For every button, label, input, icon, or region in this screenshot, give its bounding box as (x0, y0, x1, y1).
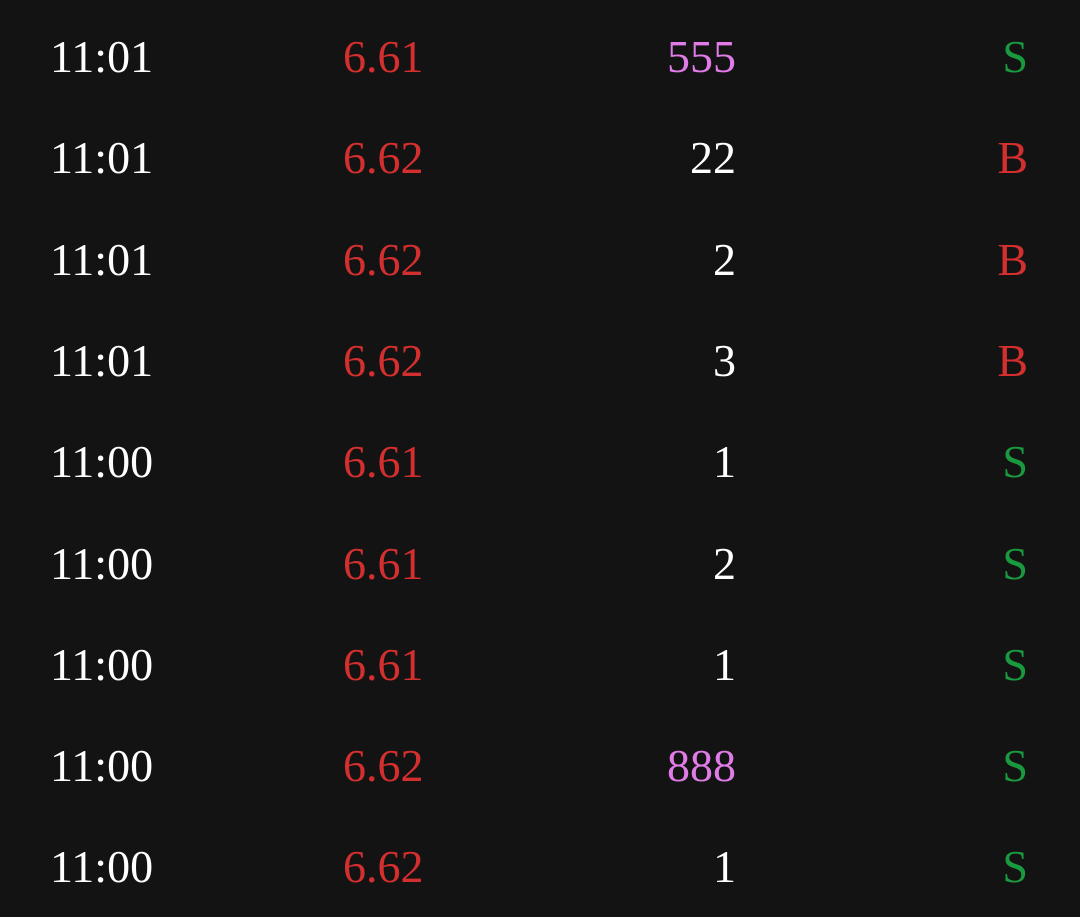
trade-volume: 1 (713, 638, 736, 690)
trade-row: 11:01 6.62 22 B (0, 107, 1080, 208)
trade-volume: 22 (690, 132, 736, 184)
trade-side: S (1002, 31, 1028, 82)
trade-volume: 1 (713, 841, 736, 893)
trade-time: 11:00 (50, 740, 154, 792)
trade-side: B (997, 334, 1028, 386)
trade-time: 11:00 (50, 841, 154, 893)
trade-volume: 1 (713, 436, 736, 488)
trade-row: 11:01 6.62 3 B (0, 310, 1080, 411)
trade-side: S (1002, 537, 1028, 589)
trade-time: 11:01 (50, 31, 154, 82)
trade-time: 11:01 (50, 334, 154, 386)
trade-time: 11:00 (50, 537, 154, 589)
trade-price: 6.62 (343, 841, 424, 893)
trade-price: 6.61 (343, 436, 424, 488)
trade-side: S (1002, 740, 1028, 792)
trade-row: 11:01 6.61 555 S (0, 6, 1080, 107)
trade-price: 6.61 (343, 31, 424, 82)
trade-price: 6.62 (343, 334, 424, 386)
trade-row: 11:00 6.62 1 S (0, 816, 1080, 917)
trade-side: S (1002, 638, 1028, 690)
trade-row: 11:00 6.61 2 S (0, 513, 1080, 614)
trade-price: 6.62 (343, 132, 424, 184)
trade-time: 11:00 (50, 638, 154, 690)
trade-side: S (1002, 436, 1028, 488)
trade-row: 11:00 6.61 1 S (0, 411, 1080, 512)
trade-time: 11:01 (50, 132, 154, 184)
trade-side: S (1002, 841, 1028, 893)
trade-volume: 888 (667, 740, 736, 792)
trade-volume: 3 (713, 334, 736, 386)
trade-volume: 2 (713, 233, 736, 285)
trade-price: 6.61 (343, 638, 424, 690)
trade-volume: 2 (713, 537, 736, 589)
trade-row: 11:00 6.61 1 S (0, 614, 1080, 715)
trade-side: B (997, 233, 1028, 285)
trade-volume: 555 (667, 31, 736, 82)
trade-time: 11:01 (50, 233, 154, 285)
trade-time: 11:00 (50, 436, 154, 488)
trade-row: 11:01 6.62 2 B (0, 209, 1080, 310)
trade-price: 6.62 (343, 233, 424, 285)
trade-price: 6.62 (343, 740, 424, 792)
trade-side: B (997, 132, 1028, 184)
trade-price: 6.61 (343, 537, 424, 589)
trade-row: 11:00 6.62 888 S (0, 715, 1080, 816)
